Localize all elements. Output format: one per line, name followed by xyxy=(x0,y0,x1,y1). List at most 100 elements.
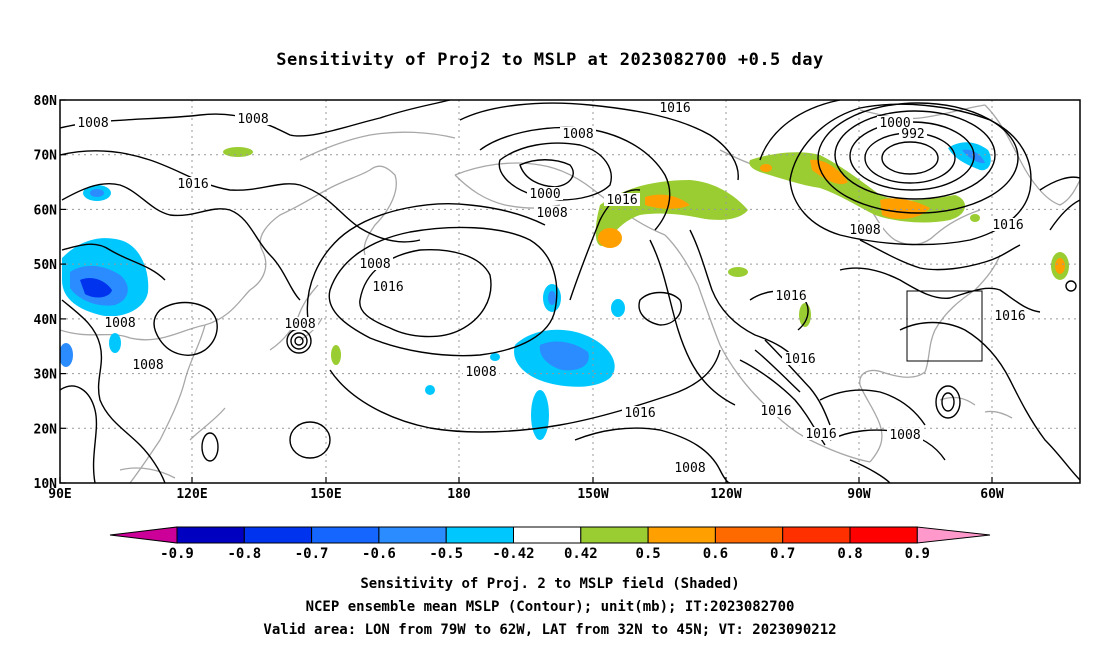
lat-tick-label: 80N xyxy=(34,94,58,109)
lat-tick-label: 30N xyxy=(34,368,58,383)
contour-label-bg xyxy=(357,257,393,270)
contour-label-bg xyxy=(604,193,640,206)
colorbar-swatch xyxy=(311,526,380,544)
lon-tick-label: 150W xyxy=(577,487,608,502)
lon-tick-label: 180 xyxy=(447,487,471,502)
contour-label-bg xyxy=(130,358,166,371)
colorbar-swatch xyxy=(243,526,313,544)
lat-tick-label: 40N xyxy=(34,313,58,328)
contour-label-bg xyxy=(887,428,923,441)
contour-label: 1016 xyxy=(624,406,655,421)
contour-label: 1008 xyxy=(849,223,880,238)
contour-label: 1008 xyxy=(562,127,593,142)
contour-label: 1000 xyxy=(529,187,560,202)
colorbar-tick-label: 0.6 xyxy=(703,546,728,562)
lon-tick-label: 120W xyxy=(710,487,741,502)
contour-label-bg xyxy=(773,289,809,302)
contour-label: 1016 xyxy=(606,193,637,208)
contour-label-bg xyxy=(75,116,111,129)
contour-label-bg xyxy=(758,404,794,417)
contour-label: 1008 xyxy=(889,428,920,443)
contour-label-bg xyxy=(782,352,818,365)
map-frame xyxy=(59,99,1081,484)
lon-tick-label: 90E xyxy=(48,487,71,502)
contour-label-bg xyxy=(370,280,406,293)
contour-label-bg xyxy=(463,365,499,378)
contour-label-bg xyxy=(992,309,1028,322)
colorbar-low-triangle xyxy=(109,526,178,544)
lat-tick-label: 10N xyxy=(34,477,58,492)
colorbar-tick-label: -0.42 xyxy=(492,546,534,562)
contour-label-bg xyxy=(672,461,708,474)
lat-tick-label: 50N xyxy=(34,258,58,273)
colorbar-swatch xyxy=(176,526,245,544)
figure-title: Sensitivity of Proj2 to MSLP at 20230827… xyxy=(276,50,824,70)
contour-label: 1016 xyxy=(805,427,836,442)
contour-label-bg xyxy=(877,116,913,129)
contour-label: 992 xyxy=(901,127,924,142)
colorbar-swatch xyxy=(849,526,918,544)
contour-label-bg xyxy=(175,177,211,190)
contour-label: 1016 xyxy=(775,289,806,304)
caption-line-3: Valid area: LON from 79W to 62W, LAT fro… xyxy=(263,622,837,638)
contour-label: 1008 xyxy=(77,116,108,131)
colorbar-tick-label: -0.7 xyxy=(295,546,329,562)
contour-label: 1008 xyxy=(237,112,268,127)
colorbar-high-triangle xyxy=(916,526,991,544)
contour-label: 1016 xyxy=(992,218,1023,233)
colorbar-swatch xyxy=(378,526,447,544)
colorbar-swatch xyxy=(580,526,649,544)
colorbar-tick-label: -0.9 xyxy=(160,546,194,562)
contour-label: 1016 xyxy=(994,309,1025,324)
contour-label-bg xyxy=(899,127,927,140)
colorbar-tick-label: -0.5 xyxy=(429,546,463,562)
contour-label-bg xyxy=(990,218,1026,231)
contour-label-bg xyxy=(803,427,839,440)
contour-label-bg xyxy=(534,206,570,219)
lat-tick-label: 70N xyxy=(34,149,58,164)
contour-label: 1016 xyxy=(760,404,791,419)
lon-tick-label: 150E xyxy=(310,487,341,502)
lon-tick-label: 120E xyxy=(176,487,207,502)
contour-label-bg xyxy=(102,316,138,329)
colorbar-tick-label: -0.6 xyxy=(362,546,396,562)
lon-tick-label: 60W xyxy=(980,487,1004,502)
lat-tick-label: 20N xyxy=(34,422,58,437)
colorbar-swatch xyxy=(782,526,851,544)
lat-tick-label: 60N xyxy=(34,203,58,218)
contour-label-bg xyxy=(657,101,693,114)
contour-label-bg xyxy=(847,223,883,236)
contour-label-bg xyxy=(282,317,318,330)
contour-label: 1008 xyxy=(674,461,705,476)
contour-label: 1008 xyxy=(359,257,390,272)
colorbar-tick-label: 0.7 xyxy=(770,546,795,562)
lon-tick-label: 90W xyxy=(847,487,871,502)
contour-label-bg xyxy=(235,112,271,125)
contour-label: 1016 xyxy=(659,101,690,116)
colorbar-tick-label: 0.9 xyxy=(905,546,930,562)
contour-label: 1016 xyxy=(784,352,815,367)
colorbar: -0.9 -0.8 -0.7 -0.6 -0.5 -0.42 0.42 0.5 0.6 0.7 0.… xyxy=(109,526,991,562)
contour-label-bg xyxy=(527,187,563,200)
contour-label-bg xyxy=(560,127,596,140)
valid-area-box xyxy=(906,290,983,362)
map-axes: 90E 120E 150E 180 150W 120W 90W 60W 80N 70N 60N 50N… xyxy=(34,94,1004,502)
contour-label: 1008 xyxy=(104,316,135,331)
colorbar-tick-label: -0.8 xyxy=(227,546,261,562)
contour-label: 1008 xyxy=(536,206,567,221)
contour-label: 1016 xyxy=(372,280,403,295)
contour-label: 1008 xyxy=(465,365,496,380)
colorbar-tick-label: 0.8 xyxy=(837,546,862,562)
colorbar-swatch xyxy=(714,526,784,544)
caption-line-2: NCEP ensemble mean MSLP (Contour); unit(… xyxy=(305,599,795,615)
colorbar-tick-label: 0.42 xyxy=(564,546,598,562)
colorbar-swatch xyxy=(513,526,582,544)
contour-label-bg xyxy=(622,406,658,419)
contour-label: 1016 xyxy=(177,177,208,192)
contour-label: 1008 xyxy=(132,358,163,373)
colorbar-swatch xyxy=(445,526,515,544)
caption-line-1: Sensitivity of Proj. 2 to MSLP field (Sh… xyxy=(360,576,740,592)
contour-label: 1008 xyxy=(284,317,315,332)
